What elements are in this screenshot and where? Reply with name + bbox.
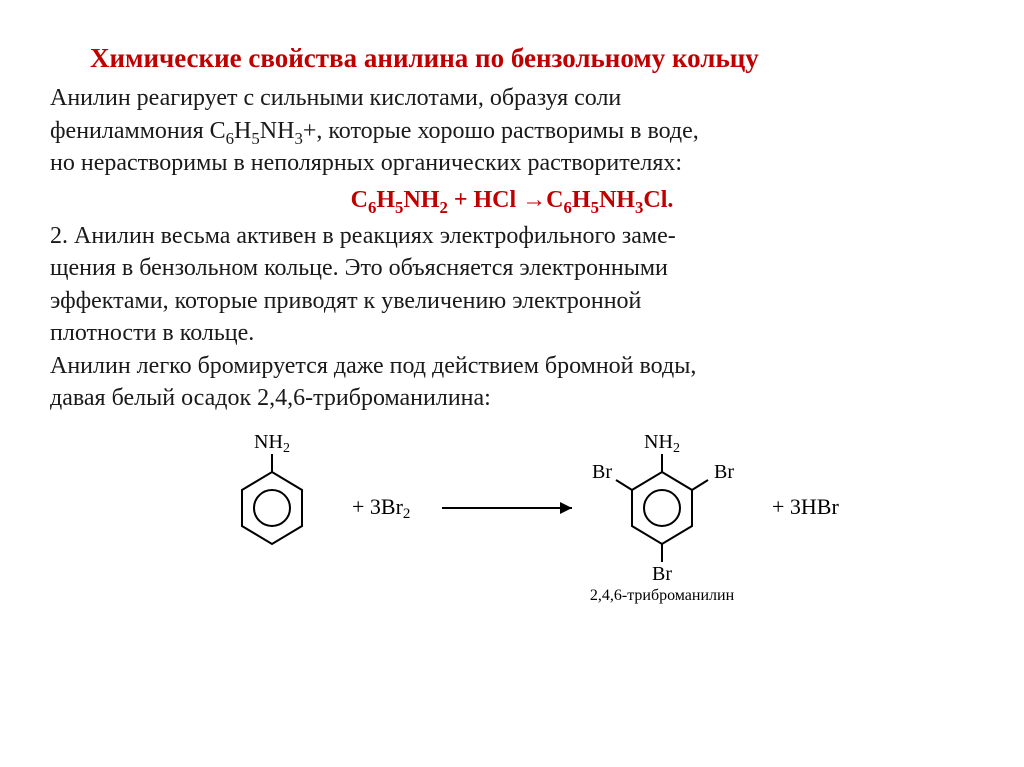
paragraph-2: 2. Анилин весьма активен в реакциях элек… [50,220,974,414]
p2-l2: щения в бензольном кольце. Это объясняет… [50,255,668,281]
eq-c: NH [403,187,439,213]
eq-e: NH [599,187,635,213]
p1-l2c: NH [260,118,295,144]
br-label-6: Br [714,461,734,483]
p2-l1: 2. Анилин весьма активен в реакциях элек… [50,223,676,249]
nh2-label-left: NH2 [254,434,290,456]
paragraph-1: Анилин реагирует с сильными кислотами, о… [50,82,974,179]
benzene-hexagon-left [242,472,302,544]
plus-3hbr: + 3HBr [772,494,839,519]
eq-a: C [351,187,368,213]
p1-sub5: 5 [251,129,259,148]
nh2-label-right: NH2 [644,434,680,456]
eq-s6b: 6 [564,197,572,216]
p1-sub6: 6 [226,129,234,148]
p1-l2a: фениламмония C [50,118,226,144]
eq-s5b: 5 [591,197,599,216]
plus-3br2: + 3Br2 [352,494,410,522]
p2-l5: Анилин легко бромируется даже под действ… [50,353,696,379]
p2-l6: давая белый осадок 2,4,6-триброманилина: [50,385,491,411]
br-bond-6 [692,480,708,490]
eq-s2: 2 [439,197,447,216]
p1-l1: Анилин реагирует с сильными кислотами, о… [50,85,621,111]
page-title: Химические свойства анилина по бензольно… [50,40,974,76]
p1-l3: но нерастворимы в неполярных органически… [50,150,682,176]
eq-plus: + HCl →C [448,187,564,213]
benzene-circle-right [644,490,680,526]
eq-f: Cl. [643,187,673,213]
p1-sub3: 3 [294,129,302,148]
p2-l4: плотности в кольце. [50,320,254,346]
br-label-2: Br [592,461,612,483]
equation-line: C6H5NH2 + HCl →C6H5NH3Cl. [50,184,974,216]
product-caption: 2,4,6-триброманилин [590,587,735,604]
benzene-hexagon-right [632,472,692,544]
br-label-4: Br [652,563,672,585]
eq-d: H [572,187,591,213]
p1-l2b: H [234,118,251,144]
p1-l2d: +, которые хорошо растворимы в воде, [303,118,699,144]
aniline-reagent: NH2 [242,434,302,544]
reaction-svg: NH2 + 3Br2 NH2 Br Br Br + 3HBr 2,4,6-тр [152,434,872,604]
p2-l3: эффектами, которые приводят к увеличению… [50,288,641,314]
tribromoaniline-product: NH2 Br Br Br [592,434,734,585]
benzene-circle-left [254,490,290,526]
arrow-head-icon [560,502,572,514]
br-bond-2 [616,480,632,490]
title-text: Химические свойства анилина по бензольно… [90,43,759,73]
eq-b: H [376,187,395,213]
reaction-scheme: NH2 + 3Br2 NH2 Br Br Br + 3HBr 2,4,6-тр [50,434,974,604]
